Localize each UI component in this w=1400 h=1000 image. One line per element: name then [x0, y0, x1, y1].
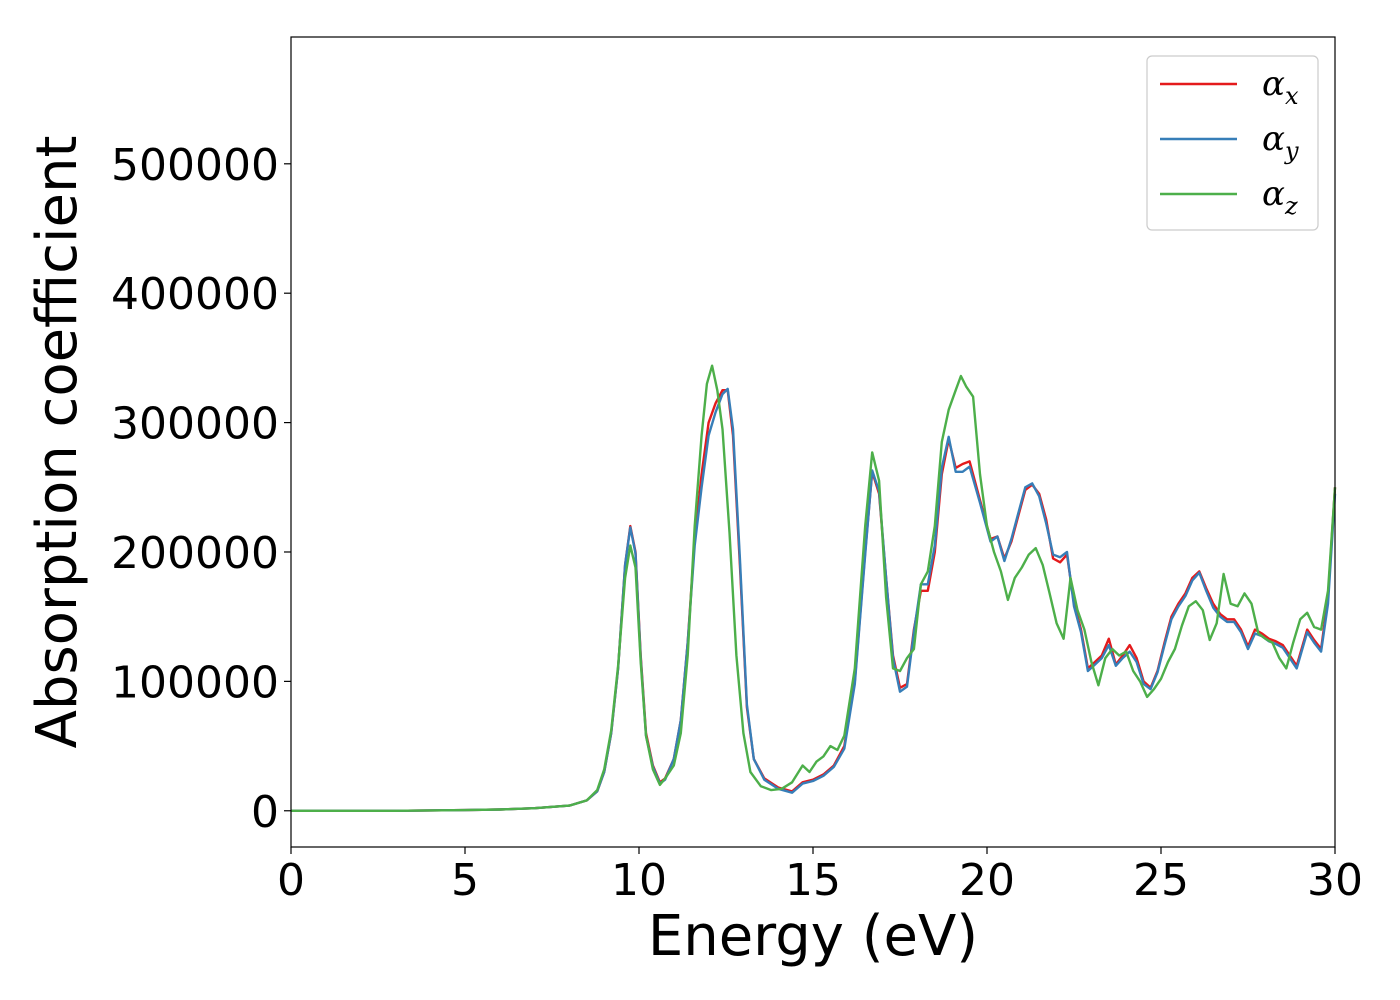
- x-tick-label: 10: [611, 855, 667, 906]
- legend-label-z: αz: [1262, 174, 1298, 220]
- y-tick-label: 300000: [111, 399, 279, 450]
- x-tick-label: 5: [451, 855, 479, 906]
- series-line-z: [291, 364, 1337, 812]
- x-tick-label: 30: [1307, 855, 1363, 906]
- x-axis: 0 5 10 15 20 25 30: [277, 847, 1363, 906]
- y-tick-label: 500000: [111, 140, 279, 191]
- y-tick-label: 0: [251, 787, 279, 838]
- y-axis-title: Absorption coefficient: [25, 136, 90, 749]
- series-layer: [291, 364, 1337, 812]
- x-tick-label: 25: [1133, 855, 1189, 906]
- y-axis: 0 100000 200000 300000 400000 500000: [111, 140, 291, 838]
- y-tick-label: 100000: [111, 657, 279, 708]
- x-tick-label: 20: [959, 855, 1015, 906]
- series-line-y: [291, 387, 1337, 812]
- x-axis-title: Energy (eV): [648, 904, 978, 969]
- legend-frame: [1146, 55, 1319, 231]
- x-tick-label: 15: [785, 855, 841, 906]
- y-tick-label: 400000: [111, 269, 279, 320]
- legend-label-y: αy: [1262, 119, 1299, 165]
- y-tick-label: 200000: [111, 528, 279, 579]
- x-tick-label: 0: [277, 855, 305, 906]
- legend: αx αy αz: [1146, 55, 1319, 231]
- legend-label-x: αx: [1262, 64, 1299, 110]
- series-line-x: [291, 389, 1337, 812]
